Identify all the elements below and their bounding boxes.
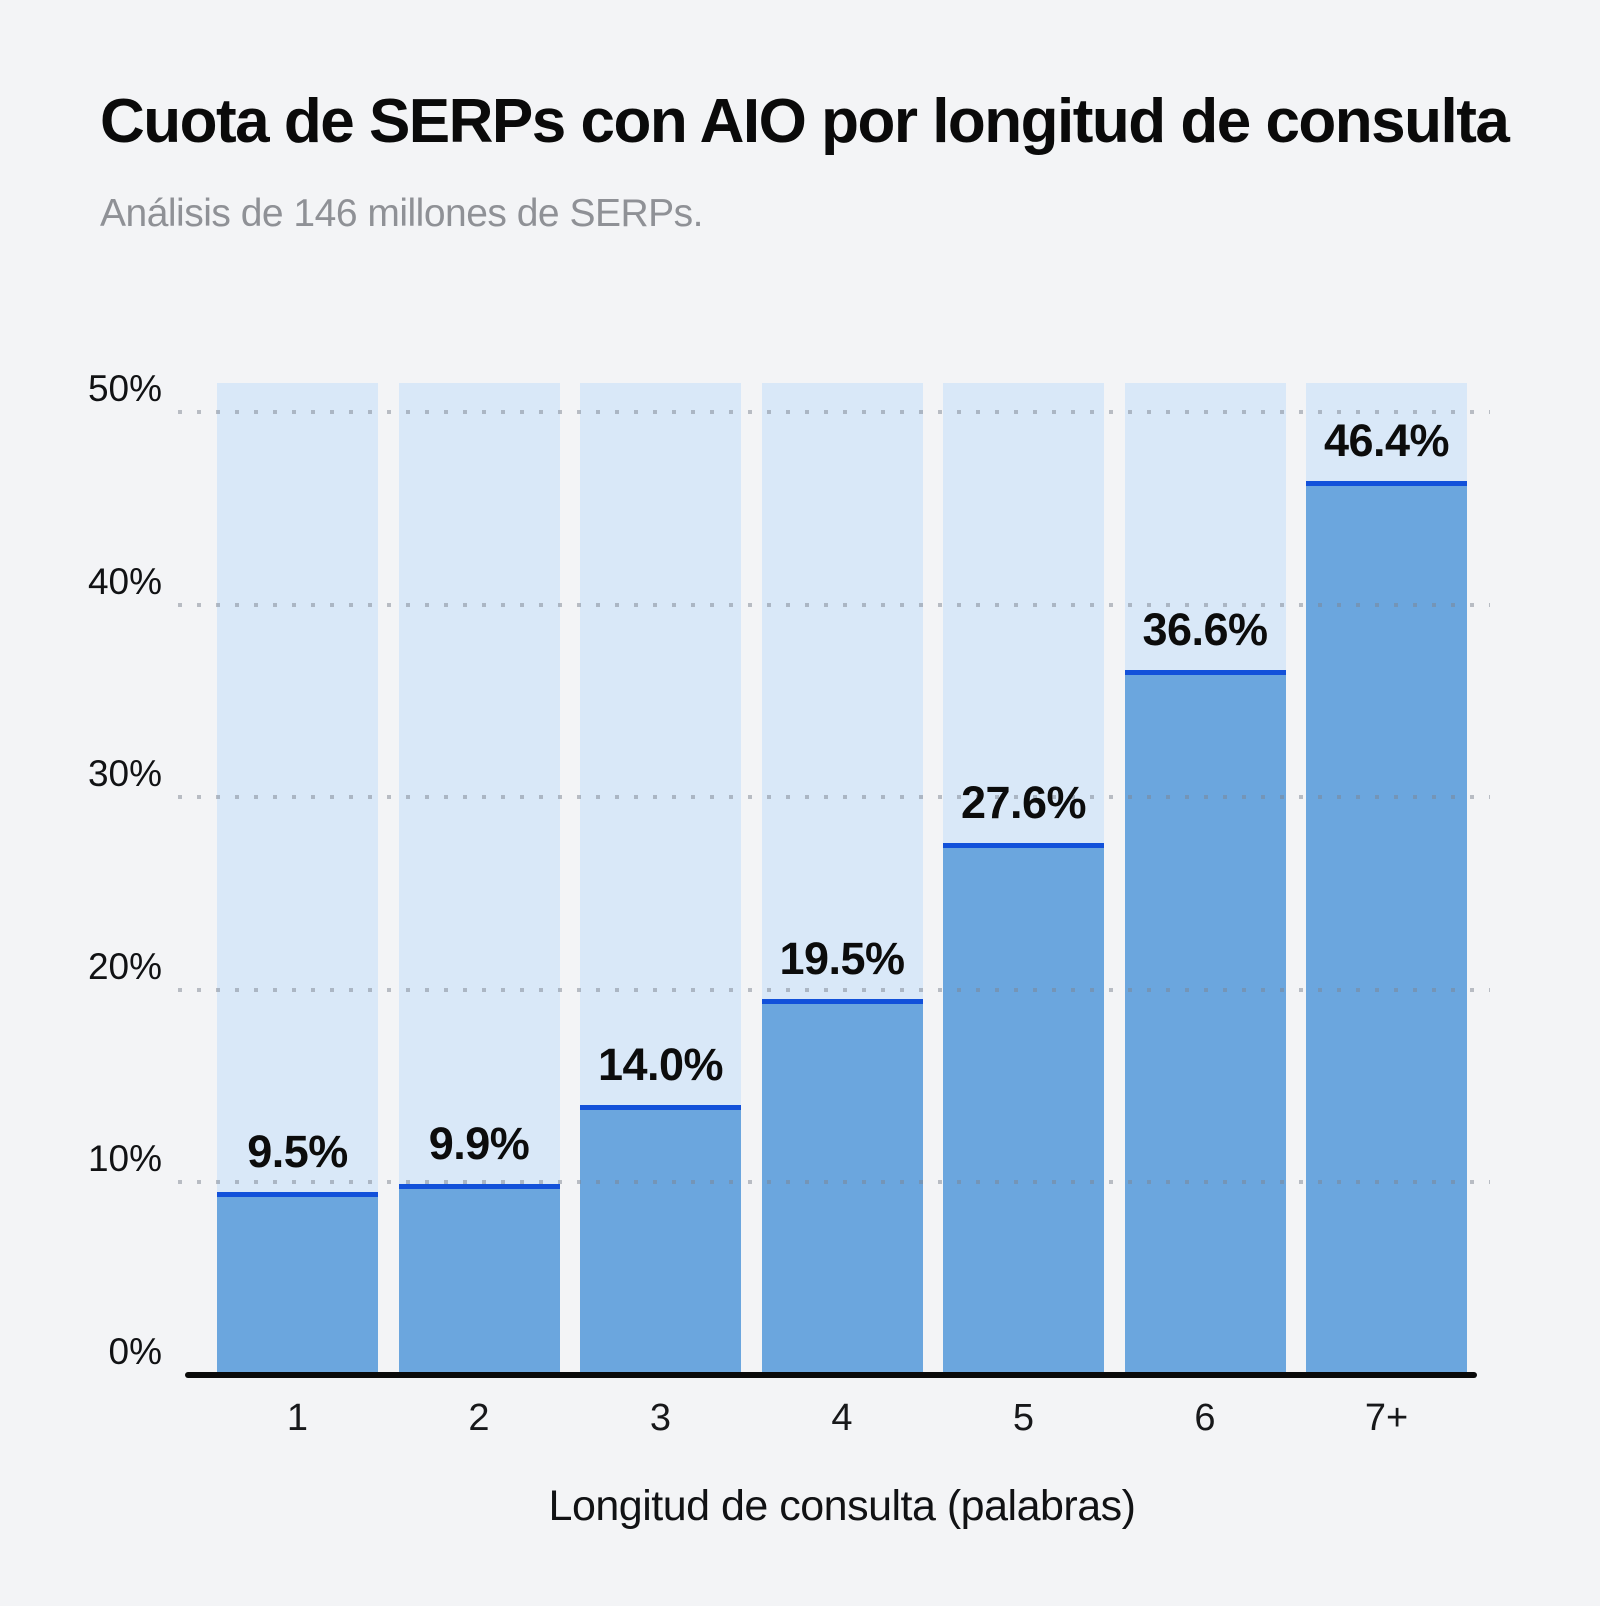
x-tick-label-6: 6 bbox=[1194, 1397, 1216, 1439]
bar-value-label-5: 27.6% bbox=[960, 777, 1087, 828]
bar-value-label-4: 19.5% bbox=[779, 933, 905, 984]
bar-fill-2 bbox=[398, 1184, 560, 1375]
y-tick-label-40: 40% bbox=[87, 560, 162, 602]
bar-column-1: 9.5% 1 bbox=[217, 383, 378, 1439]
x-tick-label-3: 3 bbox=[649, 1397, 672, 1439]
bar-fill-1 bbox=[217, 1192, 378, 1375]
bar-value-label-7+: 46.4% bbox=[1323, 415, 1450, 466]
bar-column-5: 27.6% 5 bbox=[943, 383, 1104, 1439]
bar-columns: 9.5% 1 9.9% 2 14.0% 3 19.5% 4 27.6% 5 36.6% 6 46.4% 7… bbox=[217, 383, 1467, 1439]
bar-fill-7+ bbox=[1306, 481, 1467, 1375]
bar-column-7+: 46.4% 7+ bbox=[1306, 383, 1467, 1439]
y-tick-label-0: 0% bbox=[108, 1331, 162, 1372]
bar-fill-3 bbox=[580, 1105, 741, 1375]
bar-value-label-3: 14.0% bbox=[597, 1039, 724, 1090]
chart-subtitle: Análisis de 146 millones de SERPs. bbox=[100, 192, 703, 236]
bar-column-3: 14.0% 3 bbox=[580, 383, 741, 1439]
bar-column-6: 36.6% 6 bbox=[1124, 383, 1286, 1439]
y-tick-label-30: 30% bbox=[87, 753, 162, 795]
chart-title: Cuota de SERPs con AIO por longitud de c… bbox=[100, 87, 1510, 156]
x-tick-label-4: 4 bbox=[831, 1397, 853, 1439]
y-tick-label-50: 50% bbox=[87, 367, 162, 409]
bar-value-label-6: 36.6% bbox=[1142, 604, 1268, 655]
x-tick-label-2: 2 bbox=[468, 1397, 490, 1439]
x-axis-line bbox=[185, 1372, 1477, 1378]
chart-header: Cuota de SERPs con AIO por longitud de c… bbox=[100, 78, 1510, 236]
bar-value-label-2: 9.9% bbox=[428, 1118, 530, 1169]
x-tick-label-1: 1 bbox=[286, 1397, 309, 1439]
plot-area: 9.5% 1 9.9% 2 14.0% 3 19.5% 4 27.6% 5 36.6% 6 46.4% 7… bbox=[178, 383, 1490, 1439]
x-tick-label-7+: 7+ bbox=[1364, 1397, 1409, 1439]
bar-value-label-1: 9.5% bbox=[247, 1126, 348, 1177]
x-axis-title: Longitud de consulta (palabras) bbox=[548, 1482, 1136, 1530]
bar-column-2: 9.9% 2 bbox=[398, 383, 560, 1439]
bar-fill-4 bbox=[761, 999, 923, 1375]
x-tick-label-5: 5 bbox=[1012, 1397, 1035, 1439]
y-tick-label-20: 20% bbox=[87, 945, 162, 987]
y-axis: 0% 10% 20% 30% 40% 50% bbox=[0, 368, 162, 1375]
bar-fill-6 bbox=[1124, 670, 1286, 1375]
y-tick-label-10: 10% bbox=[87, 1138, 162, 1180]
bar-column-4: 19.5% 4 bbox=[761, 383, 923, 1439]
bar-fill-5 bbox=[943, 843, 1104, 1375]
